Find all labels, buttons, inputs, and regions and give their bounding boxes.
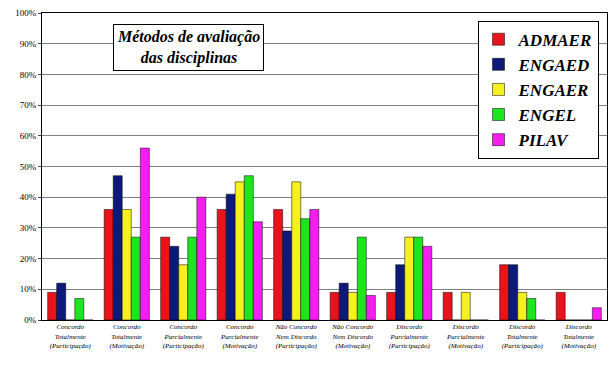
svg-text:20%: 20% <box>20 254 37 264</box>
svg-text:DiscordoTotalmente(Participaçã: DiscordoTotalmente(Participação) <box>502 323 544 349</box>
svg-text:ENGAED: ENGAED <box>518 56 590 75</box>
svg-text:ConcordoParcialmente(Motivação: ConcordoParcialmente(Motivação) <box>220 323 258 349</box>
svg-text:80%: 80% <box>20 70 37 80</box>
svg-text:DiscordoTotalmente(Motivação): DiscordoTotalmente(Motivação) <box>561 323 596 349</box>
svg-text:0%: 0% <box>24 315 37 325</box>
svg-text:10%: 10% <box>20 284 37 294</box>
svg-text:ConcordoTotalmente(Motivação): ConcordoTotalmente(Motivação) <box>109 323 144 349</box>
svg-text:DiscordoParcialmente(Motivação: DiscordoParcialmente(Motivação) <box>446 323 484 349</box>
svg-text:ConcordoParcialmente(Participa: ConcordoParcialmente(Participação) <box>163 323 205 349</box>
svg-text:ConcordoTotalmente(Participaçã: ConcordoTotalmente(Participação) <box>50 323 92 349</box>
svg-text:ADMAER: ADMAER <box>518 31 592 50</box>
svg-text:90%: 90% <box>20 39 37 49</box>
svg-text:ENGEL: ENGEL <box>518 106 577 125</box>
svg-text:PILAV: PILAV <box>518 131 569 150</box>
svg-text:DiscordoParcialmente(Participa: DiscordoParcialmente(Participação) <box>389 323 431 349</box>
svg-text:40%: 40% <box>20 192 37 202</box>
svg-text:Não ConcordoNem Discordo(Parti: Não ConcordoNem Discordo(Participação) <box>275 323 318 349</box>
svg-text:50%: 50% <box>20 162 37 172</box>
svg-text:30%: 30% <box>20 223 37 233</box>
svg-text:ENGAER: ENGAER <box>518 81 589 100</box>
svg-text:60%: 60% <box>20 131 37 141</box>
svg-text:100%: 100% <box>15 8 37 18</box>
svg-text:Não ConcordoNem Discordo(Motiv: Não ConcordoNem Discordo(Motivação) <box>331 323 374 349</box>
svg-text:Métodos de avaliaçãodas discip: Métodos de avaliaçãodas disciplinas <box>117 28 260 67</box>
svg-text:70%: 70% <box>20 100 37 110</box>
